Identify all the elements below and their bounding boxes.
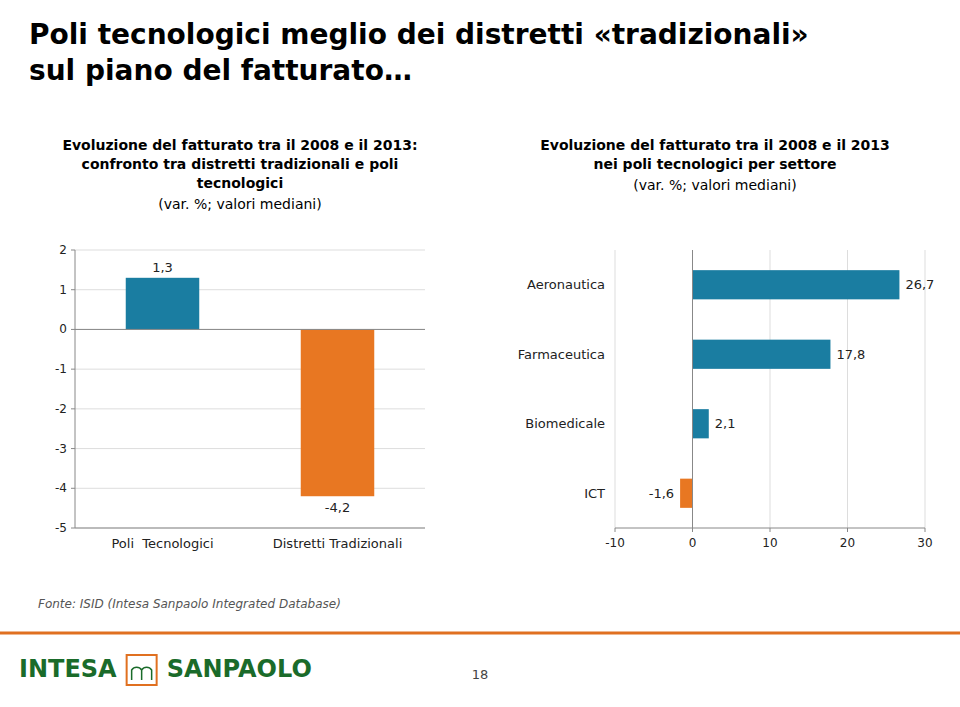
x-tick-label: -10 [605, 536, 625, 550]
axes: -10 0 10 20 30 [605, 250, 932, 550]
chart-subtitle: (var. %; valori mediani) [158, 196, 321, 212]
chart-subtitle: (var. %; valori mediani) [633, 177, 796, 193]
separator [0, 632, 960, 635]
x-axis-line [615, 528, 925, 529]
y-tick-label: ICT [584, 486, 605, 501]
chart-title-line: tecnologici [197, 175, 283, 191]
page-svg: Poli tecnologici meglio dei distretti «t… [0, 0, 960, 707]
page-number: 18 [472, 667, 489, 682]
chart-title: Evoluzione del fatturato tra il 2008 e i… [62, 137, 417, 191]
y-tick-label: -4 [55, 481, 67, 495]
y-tick [71, 250, 75, 251]
main-title-line: sul piano del fatturato… [29, 54, 412, 87]
y-tick-label: Biomedicale [525, 416, 605, 431]
y-tick-label: 2 [59, 243, 67, 257]
logo: INTESA SANPAOLO [19, 655, 312, 685]
bar [680, 479, 692, 508]
chart-title-line: Evoluzione del fatturato tra il 2008 e i… [62, 137, 417, 153]
x-tick-label: 0 [689, 536, 697, 550]
main-title: Poli tecnologici meglio dei distretti «t… [29, 18, 809, 87]
y-tick [71, 528, 75, 529]
y-tick [71, 408, 75, 409]
y-tick-label: -1 [55, 362, 67, 376]
x-tick-label: Distretti Tradizionali [273, 536, 403, 551]
grid-line [615, 250, 616, 528]
grid-line [75, 329, 425, 330]
background [0, 0, 960, 707]
y-tick-label: -3 [55, 442, 67, 456]
y-tick [71, 488, 75, 489]
bar [301, 329, 375, 496]
x-axis-line [75, 528, 425, 529]
bar [126, 278, 200, 330]
x-tick [925, 528, 926, 532]
x-tick-label: 20 [840, 536, 855, 550]
data-label: 26,7 [905, 277, 934, 292]
y-tick [71, 289, 75, 290]
x-tick [847, 528, 848, 532]
logo-text: SANPAOLO [167, 655, 312, 683]
y-tick-label: Aeronautica [527, 277, 605, 292]
x-tick [615, 528, 616, 532]
page: Poli tecnologici meglio dei distretti «t… [0, 0, 960, 707]
y-tick-label: -5 [55, 521, 67, 535]
y-tick-label: Farmaceutica [518, 347, 605, 362]
data-label: 1,3 [152, 260, 173, 275]
chart-title: Evoluzione del fatturato tra il 2008 e i… [540, 137, 890, 172]
y-tick-label: 0 [59, 322, 67, 336]
y-tick-label: 1 [59, 283, 67, 297]
logo-arch [132, 667, 152, 680]
bar [693, 340, 831, 369]
chart-title-line: confronto tra distretti tradizionali e p… [82, 156, 399, 172]
bars [126, 278, 375, 496]
y-tick [71, 448, 75, 449]
data-label: 2,1 [715, 416, 736, 431]
x-tick-label: 30 [917, 536, 932, 550]
main-title-line: Poli tecnologici meglio dei distretti «t… [29, 18, 809, 51]
y-tick [71, 369, 75, 370]
y-tick [71, 329, 75, 330]
data-label: 17,8 [836, 347, 865, 362]
x-tick-label: Poli Tecnologici [111, 536, 213, 551]
grid-line [75, 250, 425, 251]
logo-text: INTESA [19, 655, 117, 683]
axes: -5 -4 -3 -2 -1 0 1 2 [55, 243, 425, 535]
labels: 26,7 Aeronautica 17,8 Farmaceutica 2,1 Biomed… [518, 277, 935, 501]
y-tick-label: -2 [55, 402, 67, 416]
bars [680, 270, 899, 508]
data-label: -4,2 [325, 500, 350, 515]
bar [693, 409, 709, 438]
bar [693, 270, 900, 299]
chart-title-line: Evoluzione del fatturato tra il 2008 e i… [540, 137, 890, 153]
chart-title-line: nei poli tecnologici per settore [593, 156, 836, 172]
y-axis-line [75, 250, 76, 528]
x-tick-label: 10 [762, 536, 777, 550]
grid-line [692, 250, 693, 528]
grid-line [75, 528, 425, 529]
zero-line [75, 329, 425, 330]
x-tick [770, 528, 771, 532]
x-tick [692, 528, 693, 532]
footer: Fonte: ISID (Intesa Sanpaolo Integrated … [38, 597, 341, 611]
data-label: -1,6 [649, 486, 674, 501]
labels: 1,3 Poli Tecnologici -4,2 Distretti Tradizi… [111, 260, 402, 551]
logo-box [127, 655, 157, 685]
zero-line [692, 250, 693, 528]
